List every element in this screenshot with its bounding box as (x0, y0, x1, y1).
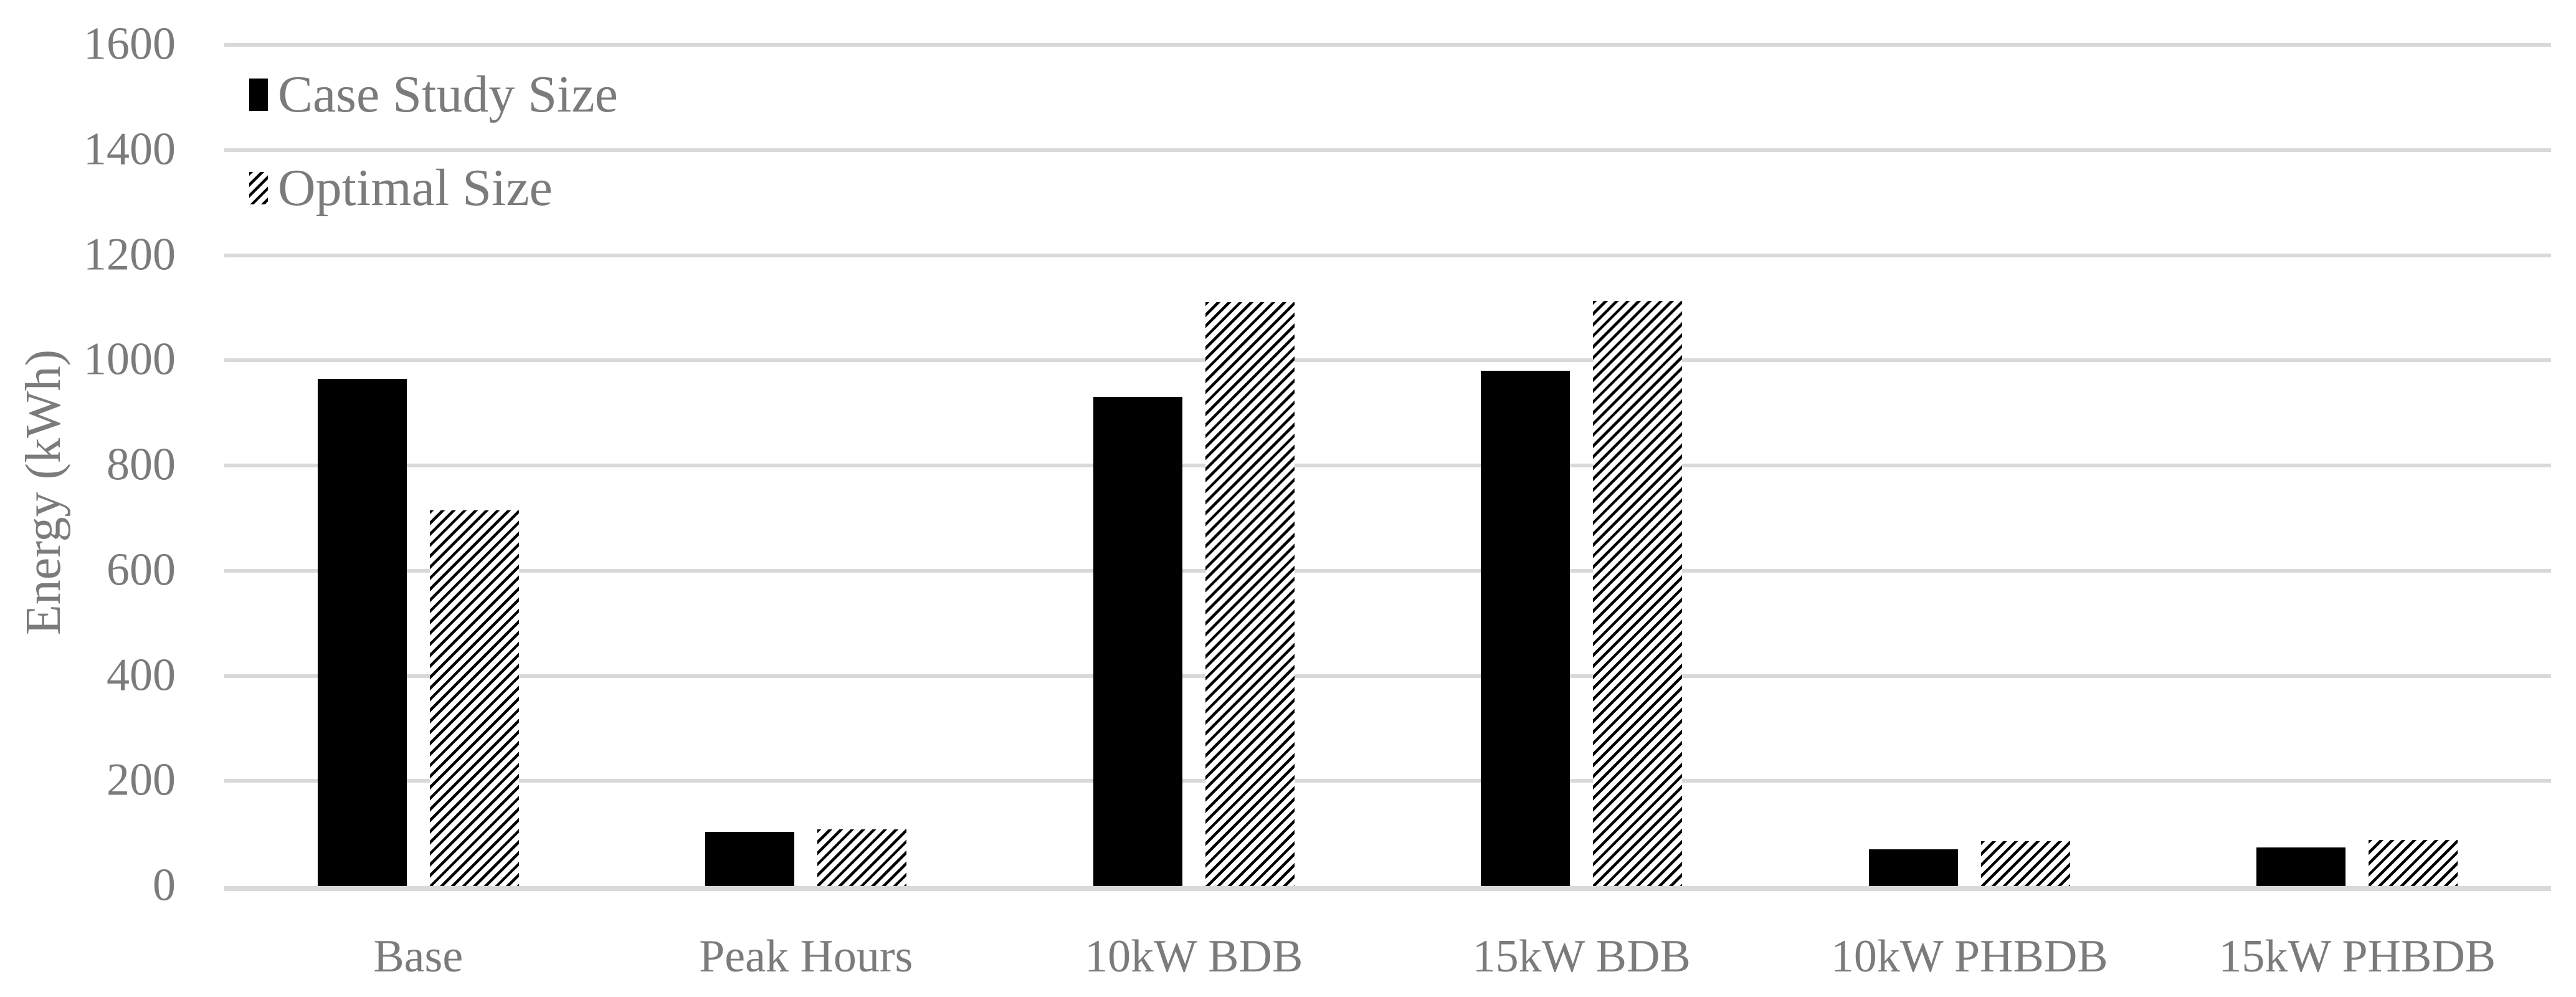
y-tick-label: 600 (107, 544, 176, 596)
legend-swatch-solid-icon (249, 79, 268, 111)
y-tick-label: 1000 (83, 333, 176, 385)
gridline (224, 253, 2551, 257)
bar-case-study (1093, 397, 1182, 886)
y-tick-label: 200 (107, 754, 176, 806)
bar-case-study (1868, 849, 1958, 886)
gridline (224, 674, 2551, 678)
bar-case-study (705, 832, 795, 886)
bar-optimal (429, 510, 519, 886)
bar-optimal (817, 829, 907, 886)
x-axis-line (224, 886, 2551, 891)
y-tick-label: 1600 (83, 18, 176, 70)
bar-optimal (1980, 841, 2070, 886)
gridline (224, 464, 2551, 467)
legend-label: Optimal Size (278, 159, 553, 217)
y-tick-label: 400 (107, 649, 176, 701)
legend-item: Case Study Size (249, 69, 618, 121)
gridline (224, 148, 2551, 152)
y-tick-label: 1400 (83, 123, 176, 175)
bar-optimal (1205, 302, 1295, 886)
x-category-label: Peak Hours (699, 931, 913, 982)
y-tick-label: 800 (107, 439, 176, 490)
bar-optimal (2369, 839, 2458, 886)
y-tick-label: 0 (153, 859, 176, 911)
legend-swatch-hatch-icon (249, 172, 268, 204)
legend-item: Optimal Size (249, 162, 553, 214)
bar-case-study (317, 378, 407, 886)
gridline (224, 43, 2551, 47)
legend-label: Case Study Size (278, 65, 618, 123)
gridline (224, 568, 2551, 573)
gridline (224, 358, 2551, 363)
y-tick-label: 1200 (83, 229, 176, 280)
x-category-label: 15kW PHBDB (2218, 931, 2496, 982)
bar-case-study (1481, 371, 1571, 886)
bar-optimal (1593, 300, 1683, 886)
bar-case-study (2256, 847, 2346, 886)
gridline (224, 779, 2551, 783)
x-category-label: 15kW BDB (1472, 931, 1691, 982)
x-category-label: 10kW BDB (1085, 931, 1303, 982)
x-category-label: 10kW PHBDB (1830, 931, 2108, 982)
x-category-label: Base (373, 931, 463, 982)
